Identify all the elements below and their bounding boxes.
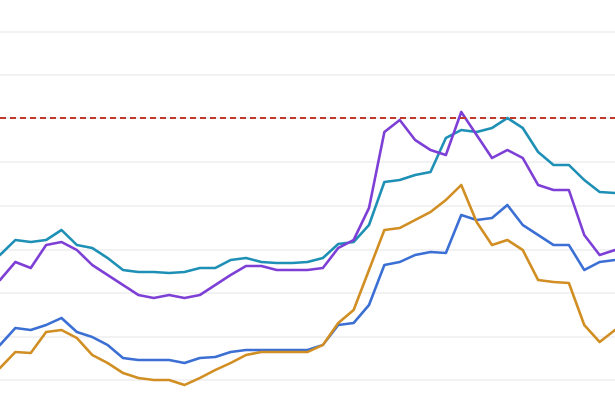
data-line xyxy=(0,116,615,275)
data-line xyxy=(0,183,615,387)
data-line xyxy=(0,110,615,300)
data-line xyxy=(0,203,615,365)
